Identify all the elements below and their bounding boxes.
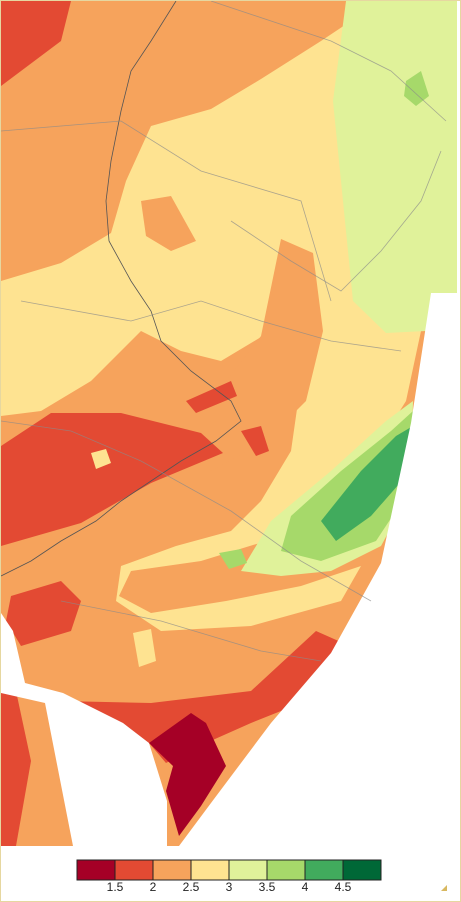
legend-tick-label: 3 (226, 880, 233, 894)
precip-map (1, 1, 457, 846)
legend-tick-label: 3.5 (259, 880, 276, 894)
legend-tick-label: 2 (150, 880, 157, 894)
legend: 1.5 2 2.5 3 3.5 4 4.5 (76, 859, 382, 894)
legend-swatch (304, 859, 344, 881)
legend-swatch (152, 859, 192, 881)
legend-tick-label: 4 (302, 880, 309, 894)
legend-tick-label: 4.5 (335, 880, 352, 894)
legend-tick-label: 2.5 (183, 880, 200, 894)
legend-swatch (114, 859, 154, 881)
legend-swatch (190, 859, 230, 881)
legend-tick-label: 1.5 (107, 880, 124, 894)
legend-swatch (76, 859, 116, 881)
legend-swatch (228, 859, 268, 881)
legend-swatch (342, 859, 382, 881)
legend-swatch (266, 859, 306, 881)
resize-grip (441, 885, 447, 891)
